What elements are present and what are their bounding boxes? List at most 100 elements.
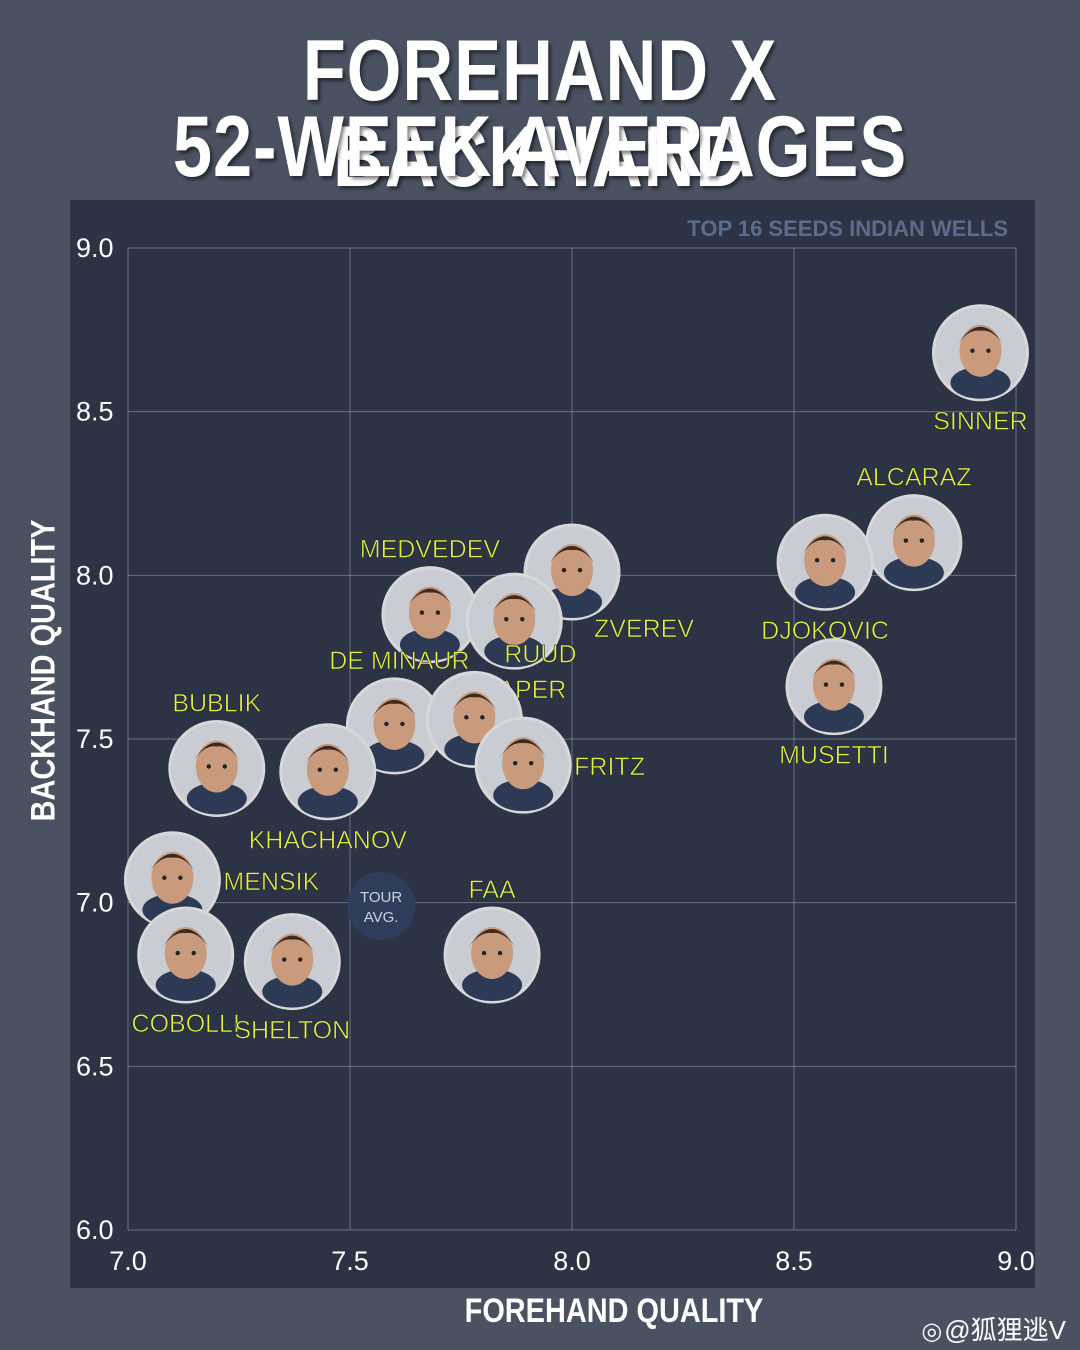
avatar-hair (469, 929, 516, 948)
avatar-hair (500, 739, 547, 758)
player-label: MEDVEDEV (360, 536, 501, 564)
avatar-eye (384, 721, 389, 727)
player-label: DE MINAUR (329, 647, 469, 675)
avatar-hair (810, 660, 857, 679)
avatar-hair (371, 699, 418, 718)
avatar-shoulders (399, 628, 460, 661)
avatar-face (804, 534, 847, 587)
player-label: SINNER (933, 408, 1027, 436)
avatar-hair (269, 935, 316, 954)
avatar-shoulders (803, 700, 864, 733)
avatar-eye (333, 767, 338, 772)
y-tick-label: 7.0 (76, 888, 114, 918)
chart-subtitle: TOP 16 SEEDS INDIAN WELLS (687, 216, 1008, 241)
avatar-face (151, 851, 194, 904)
avatar-eye (561, 567, 567, 573)
avatar-eye (282, 957, 287, 962)
avatar-shoulders (262, 975, 323, 1008)
player-point: FAA (443, 876, 541, 1004)
y-tick-label: 9.0 (76, 233, 114, 263)
avatar-eye (520, 616, 525, 622)
avatar-eye (970, 348, 975, 353)
avatar-eye (419, 610, 425, 615)
x-tick-label: 7.5 (331, 1246, 369, 1276)
player-point: BUBLIK (168, 689, 266, 817)
avatar-shoulders (364, 739, 425, 772)
avatar-eye (481, 950, 487, 956)
player-point: SINNER (931, 304, 1029, 436)
avatar-hair (304, 745, 351, 764)
chart-panel: TOP 16 SEEDS INDIAN WELLS 7.0 7.5 8.0 8.5 9.0… (70, 200, 1035, 1288)
avatar-shoulders (950, 366, 1011, 399)
player-label: ZVEREV (594, 615, 694, 643)
player-label: SHELTON (234, 1017, 350, 1045)
y-tick-label: 7.5 (76, 724, 114, 754)
avatar-face (892, 514, 935, 567)
avatar-face (271, 933, 314, 986)
x-tick-label: 8.0 (553, 1246, 591, 1276)
title-line-1: FOREHAND X BACKHAND (302, 23, 778, 205)
avatar-eye (435, 610, 441, 615)
player-label: MENSIK (223, 868, 319, 896)
y-tick-label: 8.0 (76, 560, 114, 590)
player-label: FAA (468, 876, 516, 904)
player-point: MUSETTI (779, 638, 889, 770)
avatar-shoulders (484, 635, 545, 668)
avatar-eye (480, 715, 485, 720)
player-label: ALCARAZ (856, 464, 971, 492)
avatar-shoulders (155, 969, 216, 1002)
tour-avg-label-line2: AVG. (364, 909, 399, 926)
avatar-hair (802, 536, 849, 555)
avatar-eye (175, 950, 180, 956)
avatar-hair (406, 588, 453, 607)
avatar-eye (903, 538, 909, 543)
player-point: DJOKOVIC (761, 513, 889, 646)
y-tick-label: 6.0 (76, 1215, 114, 1245)
avatar-eye (222, 764, 227, 769)
y-tick-label: 6.5 (76, 1051, 114, 1081)
avatar-hair (890, 516, 937, 535)
avatar-face (551, 544, 593, 597)
avatar-face (306, 743, 349, 796)
tour-avg-marker (347, 871, 416, 940)
player-point: FRITZ (474, 716, 645, 814)
avatar-eye (400, 721, 405, 727)
avatar-eye (814, 558, 820, 563)
avatar-face (164, 927, 207, 980)
x-tick-label: 9.0 (997, 1246, 1035, 1276)
avatar-eye (512, 760, 518, 766)
avatar-face (453, 691, 496, 744)
y-tick-label: 8.5 (76, 397, 114, 427)
player-label: DJOKOVIC (761, 617, 889, 645)
weibo-icon: ◎ (921, 1318, 943, 1345)
avatar-eye (191, 950, 196, 956)
avatar-eye (317, 767, 322, 772)
avatar-face (195, 740, 238, 793)
tour-avg-label-line1: TOUR (360, 889, 402, 906)
player-label: COBOLLI (132, 1010, 240, 1038)
avatar-face (959, 324, 1002, 377)
x-axis-label: FOREHAND QUALITY (464, 1292, 764, 1330)
avatar-eye (206, 764, 211, 769)
player-label: FRITZ (574, 753, 645, 781)
avatar-eye (178, 875, 183, 880)
player-point: ALCARAZ (856, 463, 972, 592)
watermark-text: @狐狸逃V (944, 1315, 1066, 1345)
avatar-eye (919, 538, 925, 543)
avatar-eye (162, 875, 167, 880)
avatar-hair (193, 742, 240, 761)
player-label: RUUD (504, 640, 576, 668)
player-point: MEDVEDEV (359, 535, 501, 664)
avatar-eye (839, 682, 845, 687)
avatar-face (408, 586, 451, 639)
avatar-eye (528, 760, 534, 766)
watermark: ◎@狐狸逃V (921, 1310, 1066, 1347)
avatar-face (373, 697, 416, 750)
player-point: COBOLLI (131, 906, 240, 1038)
avatar-shoulders (297, 785, 358, 818)
avatar-eye (823, 682, 829, 687)
avatar-eye (577, 567, 583, 573)
avatar-face (493, 593, 536, 646)
y-axis-label: BACKHAND QUALITY (24, 519, 63, 822)
avatar-hair (549, 546, 595, 565)
